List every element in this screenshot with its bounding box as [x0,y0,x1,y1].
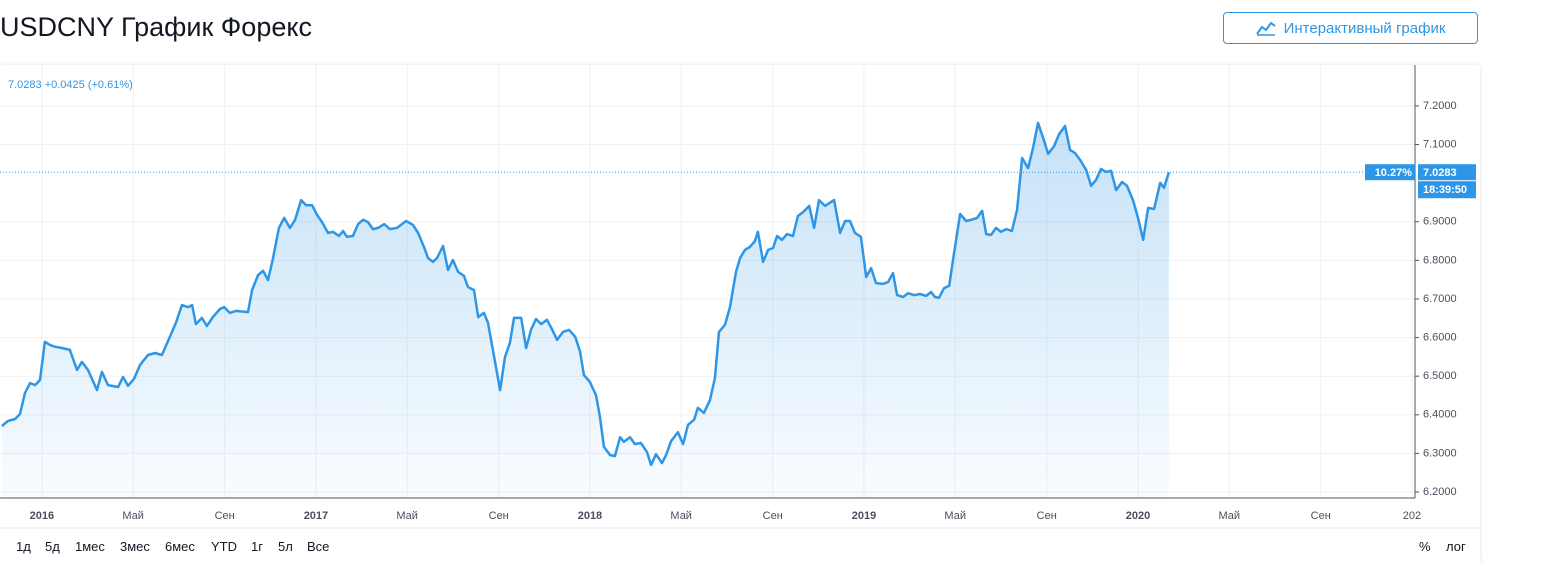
y-tick-label: 7.2000 [1423,100,1457,112]
range-button[interactable]: 6мес [165,539,195,554]
interactive-chart-button[interactable]: Интерактивный график [1223,12,1478,44]
area [1,122,1169,499]
range-button[interactable]: YTD [211,539,237,554]
x-tick-label: Сен [215,510,235,522]
range-button[interactable]: 5л [278,539,293,554]
x-tick-label: Сен [763,510,783,522]
y-tick-label: 6.7000 [1423,293,1457,305]
range-button[interactable]: 3мес [120,539,150,554]
x-tick-label: Сен [1037,510,1057,522]
x-tick-label: Май [670,510,692,522]
range-button[interactable]: Все [307,539,330,554]
x-tick-label: 2020 [1126,510,1150,522]
price-label-bg [1418,164,1476,181]
y-tick-label: 6.8000 [1423,254,1457,266]
range-button[interactable]: 1мес [75,539,105,554]
range-button[interactable]: 1д [16,539,31,554]
x-tick-label: 2018 [578,510,602,522]
page-title: USDCNY График Форекс [0,12,312,42]
price-line [1,121,1171,467]
x-tick-label: 2017 [304,510,328,522]
y-tick-label: 6.6000 [1423,331,1457,343]
y-tick-label: 6.3000 [1423,447,1457,459]
scale-option[interactable]: % [1419,539,1431,554]
y-tick-label: 6.5000 [1423,370,1457,382]
y-tick-label: 6.2000 [1423,486,1457,498]
y-tick-label: 6.9000 [1423,216,1457,228]
scale-option[interactable]: лог [1446,539,1466,554]
x-tick-label: Май [396,510,418,522]
x-tick-label: 2019 [852,510,876,522]
chart: 7.0283 +0.0425 (+0.61%) 2016 Май Сен 2017 Ма… [0,65,1480,529]
range-button[interactable]: 1г [251,539,263,554]
button-label: Интерактивный график [1283,19,1446,37]
range-button[interactable]: 5д [45,539,60,554]
x-tick-label: Сен [489,510,509,522]
x-tick-label: Май [1218,510,1240,522]
chart-icon [1255,21,1276,36]
x-tick-label: Май [944,510,966,522]
time-label: 18:39:50 [1423,184,1467,196]
x-tick-label: Май [122,510,144,522]
y-tick-label: 7.1000 [1423,138,1457,150]
y-tick-label: 6.4000 [1423,409,1457,421]
change-label: 10.27% [1375,167,1413,179]
change-label-bg [1365,164,1415,181]
x-tick-label: Сен [1311,510,1331,522]
x-tick-label: 2016 [30,510,54,522]
x-tick-label: 202 [1403,510,1421,522]
quote: 7.0283 +0.0425 (+0.61%) [8,79,133,91]
time-label-bg [1418,181,1476,199]
price-label: 7.0283 [1423,167,1457,179]
